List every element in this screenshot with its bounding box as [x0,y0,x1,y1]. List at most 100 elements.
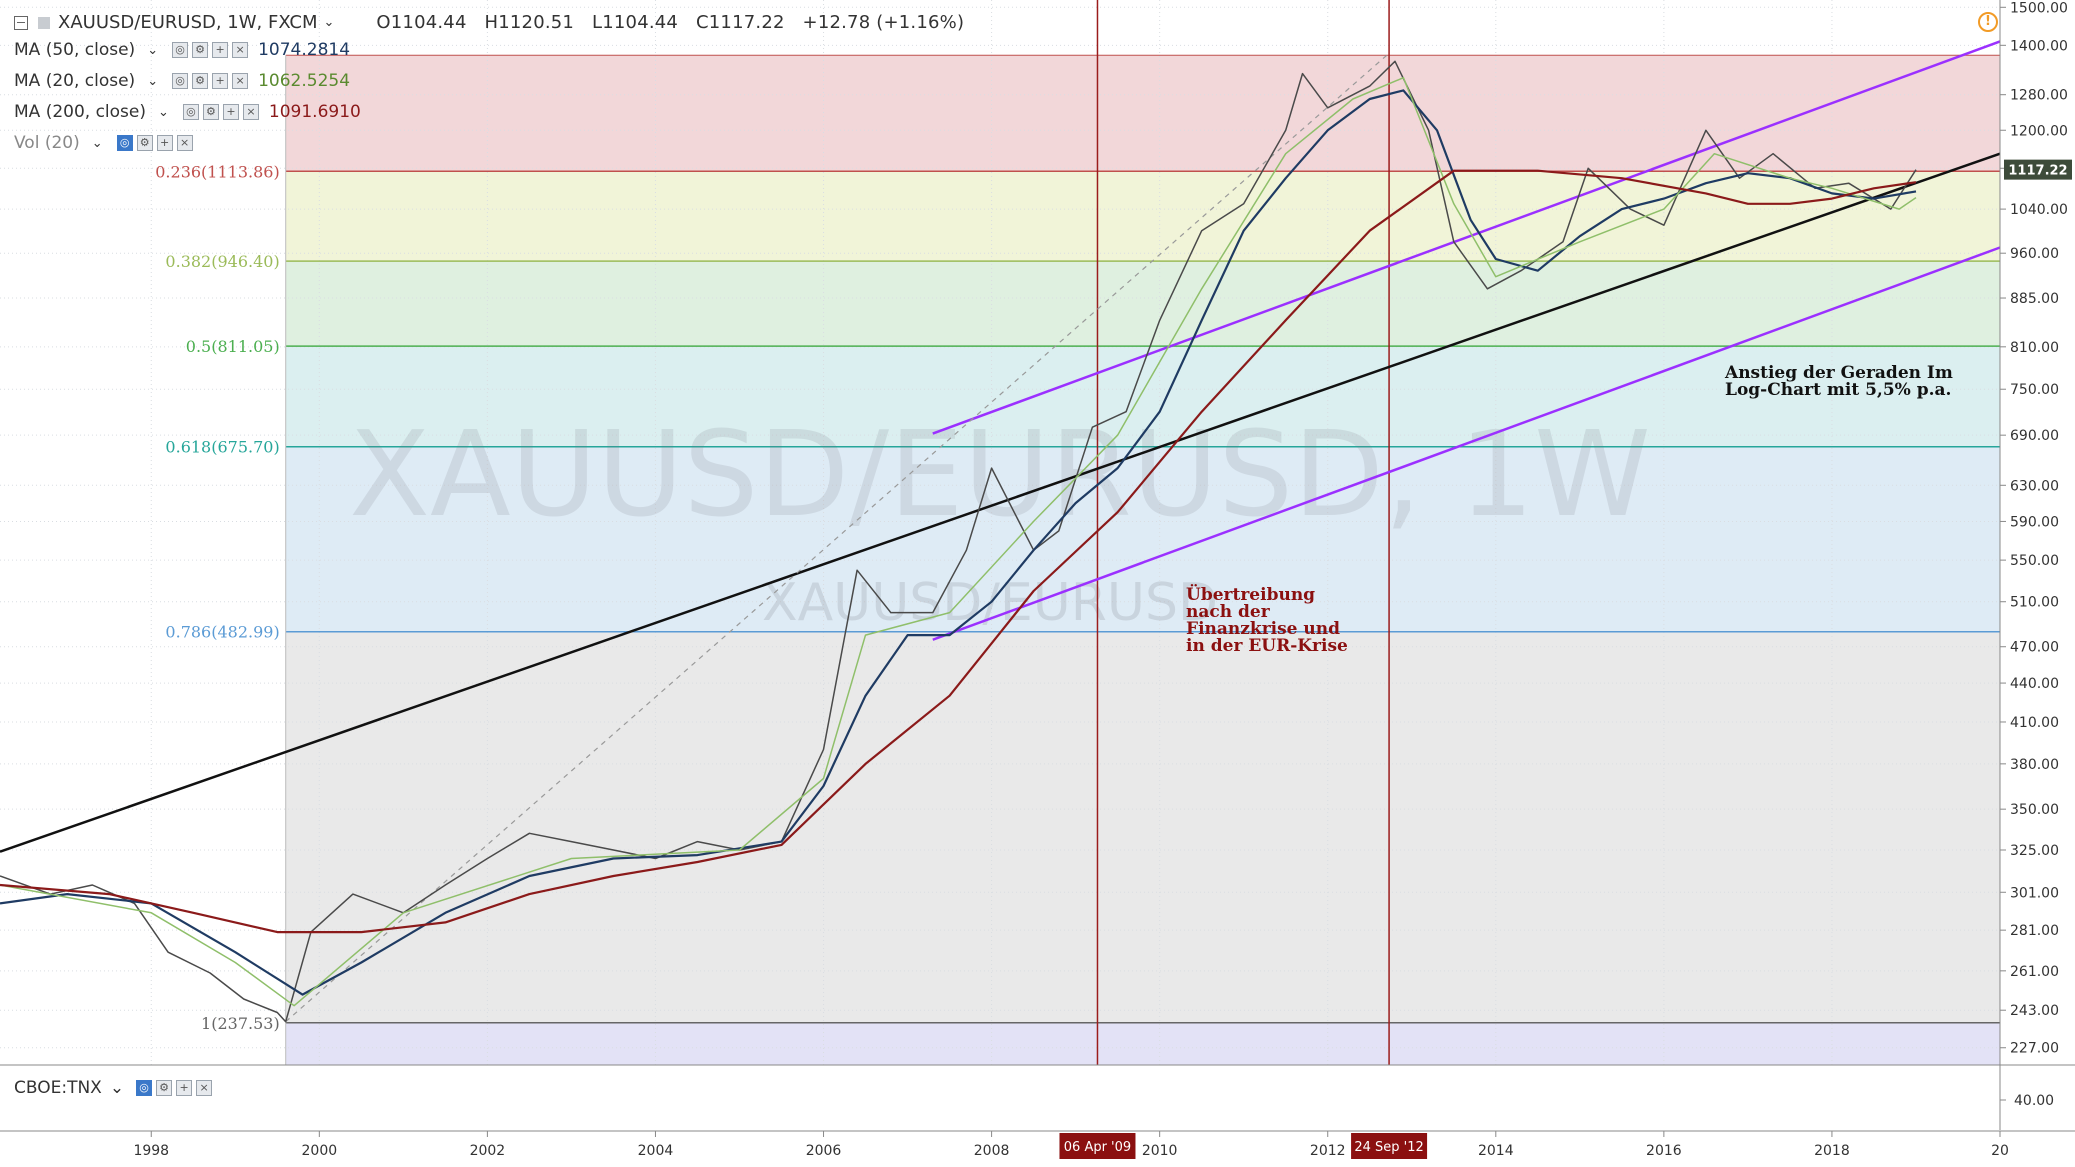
visibility-icon[interactable]: ◎ [182,104,199,120]
sub-pane-label[interactable]: CBOE:TNX [14,1078,102,1098]
indicator-label[interactable]: MA (200, close) [14,102,147,122]
indicator-row: MA (200, close) ⌄ ◎ ⚙ + × 1091.6910 [14,102,361,122]
close-icon[interactable]: × [232,42,249,58]
symbol-title[interactable]: XAUUSD/EURUSD, 1W, FXCM [58,12,318,33]
fib-zone [285,346,2000,447]
price-axis-label: 350.00 [2010,802,2059,818]
price-axis-label: 1280.00 [2010,88,2068,104]
chevron-down-icon[interactable]: ⌄ [158,104,169,120]
chevron-down-icon[interactable]: ⌄ [147,73,159,89]
alert-icon[interactable]: ! [1978,12,1998,32]
close-icon[interactable]: × [196,1080,213,1096]
fib-zone [285,171,2000,262]
time-axis-label: 2008 [974,1143,1010,1159]
price-axis-label: 630.00 [2010,478,2059,494]
annotation-text: Anstieg der Geraden Im [1724,363,1953,383]
fib-zone [285,446,2000,632]
symbol-header: XAUUSD/EURUSD, 1W, FXCM ⌄ O1104.44 H1120… [14,12,976,33]
time-axis-label: 2002 [470,1143,506,1159]
fib-level-label: 1(237.53) [201,1014,280,1033]
fib-level-label: 0.618(675.70) [165,438,279,457]
time-axis-label: 1998 [133,1143,169,1159]
time-axis-label: 2006 [806,1143,842,1159]
price-axis-label: 440.00 [2010,676,2059,692]
price-axis-label: 1500.00 [2010,0,2068,16]
collapse-icon[interactable] [14,15,28,30]
more-icon[interactable]: + [156,135,173,151]
indicator-value: 1091.6910 [268,102,361,122]
trendline [932,246,2001,641]
more-icon[interactable]: + [212,73,229,89]
legend-panel: XAUUSD/EURUSD, 1W, FXCM ⌄ O1104.44 H1120… [0,0,1990,170]
settings-icon[interactable]: ⚙ [136,135,153,151]
visibility-icon[interactable]: ◎ [172,42,189,58]
sub-axis-label: 40.00 [2014,1093,2054,1109]
price-axis-label: 960.00 [2010,246,2059,262]
time-axis-label: 2018 [1814,1143,1850,1159]
annotation-text: Finanzkrise und [1186,619,1340,639]
close-icon[interactable]: × [232,73,249,89]
time-axis-label: 2016 [1646,1143,1682,1159]
chevron-down-icon[interactable]: ⌄ [91,135,103,151]
time-axis-label: 2000 [302,1143,338,1159]
time-axis-label: 2012 [1310,1143,1346,1159]
price-axis-label: 281.00 [2010,923,2059,939]
indicator-value: 1074.2814 [258,40,351,60]
fib-level-label: 0.5(811.05) [186,337,280,356]
price-axis-label: 1400.00 [2010,38,2068,54]
open-value: O1104.44 [376,12,467,33]
visibility-icon[interactable]: ◎ [172,73,189,89]
fib-level-label: 0.786(482.99) [165,623,279,642]
close-icon[interactable]: × [176,135,193,151]
chevron-down-icon[interactable]: ⌄ [323,15,335,30]
close-value: C1117.22 [696,12,785,33]
change-value: +12.78 (+1.16%) [802,12,965,33]
price-axis-label: 550.00 [2010,553,2059,569]
more-icon[interactable]: + [222,104,239,120]
price-axis-label: 410.00 [2010,715,2059,731]
series-line [0,89,1917,996]
visibility-icon[interactable]: ◎ [136,1080,153,1096]
more-icon[interactable]: + [176,1080,193,1096]
sub-pane-legend: CBOE:TNX ⌄ ◎ ⚙ + × [14,1078,222,1098]
price-axis-label: 510.00 [2010,595,2059,611]
settings-icon[interactable]: ⚙ [192,73,209,89]
settings-icon[interactable]: ⚙ [192,42,209,58]
indicator-value: 1062.5254 [258,71,351,91]
series-line [0,76,1917,1007]
chevron-down-icon[interactable]: ⌄ [109,1078,125,1098]
indicator-label[interactable]: MA (50, close) [14,40,136,60]
indicator-label[interactable]: MA (20, close) [14,71,136,91]
price-axis-label: 1040.00 [2010,202,2068,218]
settings-icon[interactable]: ⚙ [202,104,219,120]
price-axis-label: 690.00 [2010,428,2059,444]
time-axis-label: 2014 [1478,1143,1514,1159]
annotation-text: Übertreibung [1186,584,1315,605]
trendline [932,40,2001,435]
annotation-text: Log-Chart mit 5,5% p.a. [1725,380,1951,400]
fib-zone [285,631,2000,1023]
marker-date-label: 24 Sep '12 [1354,1140,1423,1155]
trendline [0,152,2001,853]
more-icon[interactable]: + [212,42,229,58]
settings-icon[interactable]: ⚙ [156,1080,173,1096]
chevron-down-icon[interactable]: ⌄ [147,42,159,58]
time-axis-label: 2004 [638,1143,674,1159]
price-tag: 1117.22 [2008,164,2067,179]
price-axis-panel [2000,0,2075,1167]
price-tag-bg [2004,159,2072,180]
close-icon[interactable]: × [242,104,259,120]
visibility-icon[interactable]: ◎ [116,135,133,151]
marker-date-badge [1351,1133,1428,1159]
price-axis-label: 325.00 [2010,843,2059,859]
indicator-label[interactable]: Vol (20) [14,133,80,153]
price-axis-label: 261.00 [2010,964,2059,980]
annotation-text: in der EUR-Krise [1186,636,1348,656]
symbol-square-icon [38,16,50,29]
price-axis-label: 380.00 [2010,757,2059,773]
time-axis-label: 2010 [1142,1143,1178,1159]
price-axis-label: 885.00 [2010,291,2059,307]
trendline [285,52,1390,1023]
fib-zone [285,55,2000,172]
